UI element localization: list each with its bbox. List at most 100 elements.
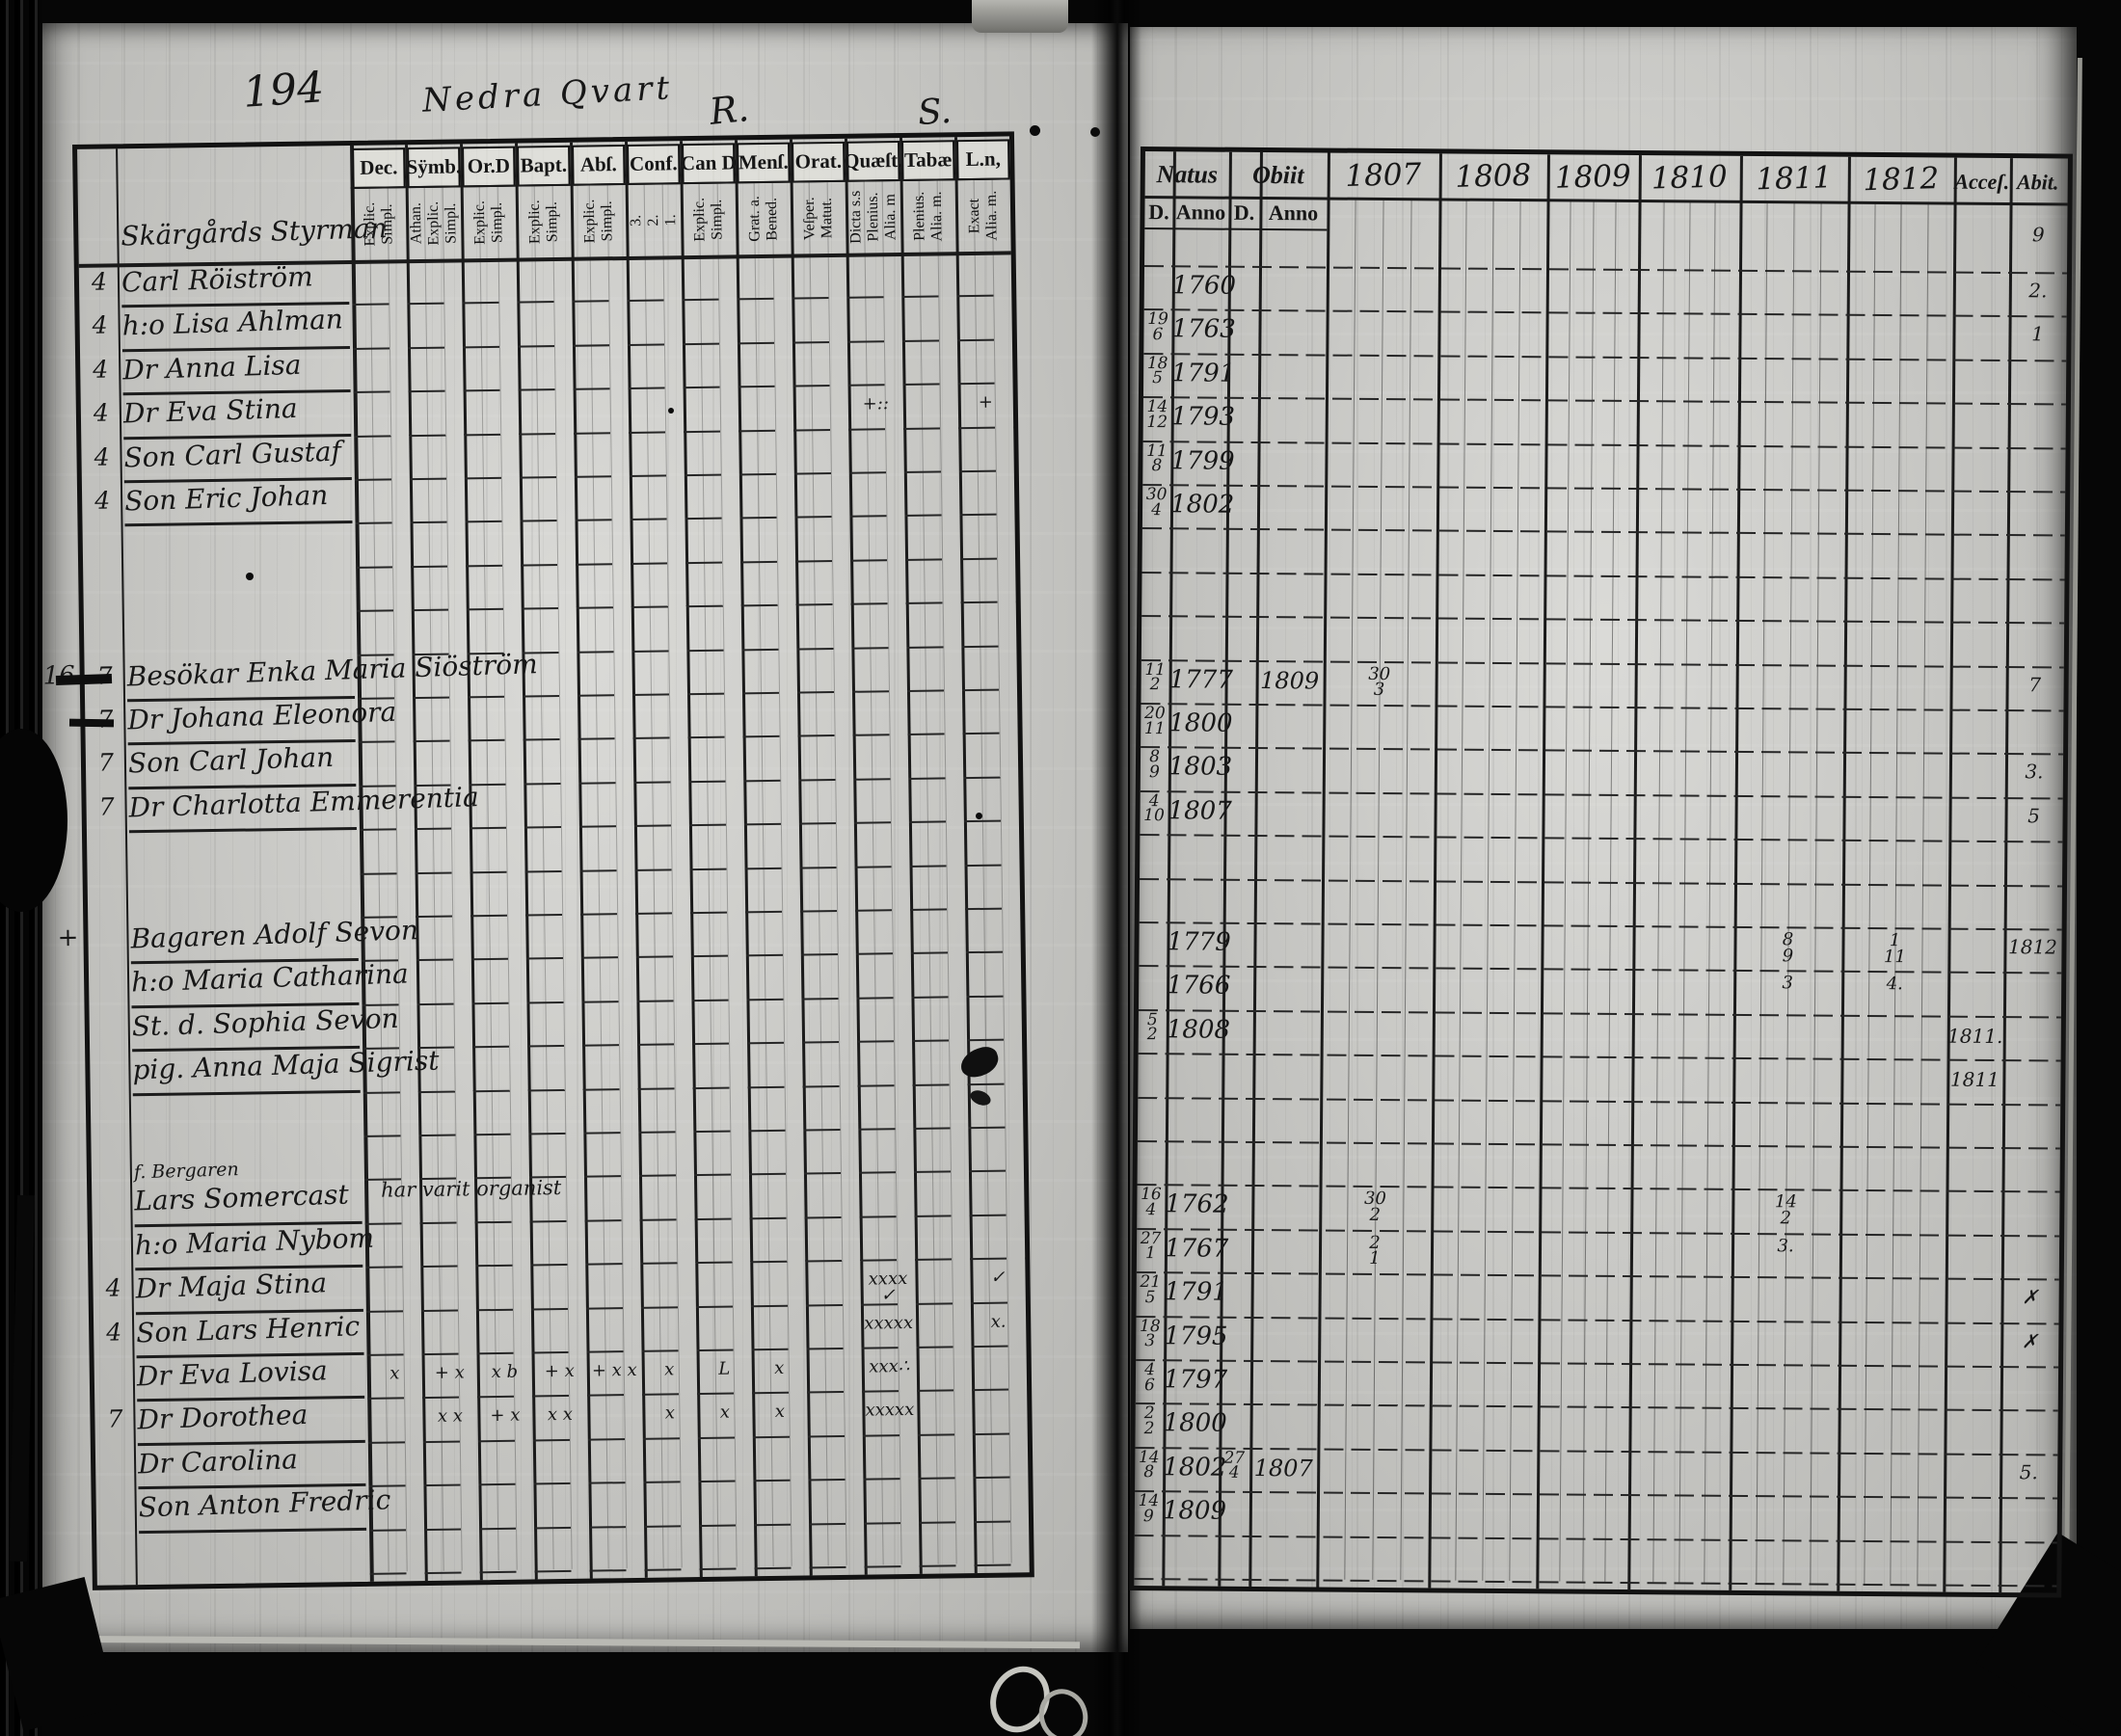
column-subheader: Grat. a. Bened. — [736, 183, 792, 255]
natus-year-cell: 1779 — [1167, 927, 1231, 957]
natus-year-cell: 1795 — [1164, 1321, 1228, 1351]
year-mark-cell: 3 — [1782, 973, 1794, 994]
outer-margin-number: + — [57, 922, 79, 953]
name-entry: Dr Eva Lovisa — [136, 1354, 329, 1393]
row-line — [1141, 571, 2065, 581]
margin-number: 4 — [94, 486, 111, 515]
natus-year-cell: 1802 — [1169, 490, 1235, 520]
grid-subline — [973, 179, 994, 1563]
column-subheader-line: Alia. m — [881, 194, 899, 241]
natus-year-cell: 1791 — [1164, 1277, 1228, 1307]
natus-day-cell: 27 1 — [1140, 1228, 1162, 1264]
column-subheader-line: Plenius. — [910, 192, 927, 242]
name-entry: Dr Dorothea — [136, 1399, 309, 1436]
obiit-year-cell: 1807 — [1253, 1454, 1313, 1482]
year-mark-cell: 4. — [1886, 974, 1903, 995]
name-entry: Son Eric Johan — [123, 478, 329, 518]
natus-year-cell: 1760 — [1171, 271, 1237, 301]
row-line — [1142, 396, 2066, 406]
grid-subline — [808, 182, 829, 1566]
name-entry: Dr Maja Stina — [135, 1267, 328, 1305]
grid-subline — [1863, 202, 1876, 1584]
row-line — [1136, 1315, 2059, 1325]
row-line — [1139, 965, 2062, 975]
abit-cell: 5. — [2019, 1459, 2038, 1484]
ink-speck — [246, 573, 254, 580]
grid-subline — [643, 184, 664, 1568]
row-line — [1142, 440, 2066, 450]
name-entry: Son Anton Fredric — [138, 1483, 391, 1524]
section-letter-r: R. — [707, 86, 751, 134]
natus-day-cell: 20 11 — [1143, 704, 1166, 738]
grid-subline — [1559, 200, 1571, 1582]
grid-vline — [953, 137, 978, 1574]
year-header: 1807 — [1344, 156, 1422, 194]
name-entry: h:o Lisa Ahlman — [121, 303, 344, 342]
natus-year-cell: 1803 — [1168, 752, 1233, 783]
row-line — [1138, 1053, 2061, 1062]
name-entry: Son Carl Johan — [127, 741, 335, 780]
column-subheader-line: Explic. — [525, 200, 543, 245]
row-line — [1140, 789, 2063, 800]
row-line — [1137, 1184, 2060, 1193]
column-subheader-line: Simpl. — [708, 199, 725, 240]
natus-day-cell: 14 9 — [1138, 1491, 1160, 1526]
communion-mark: x — [664, 1402, 676, 1424]
communion-mark: x — [719, 1402, 731, 1424]
year-mark-cell: 3. — [1777, 1236, 1794, 1257]
column-header: Sÿmb. — [406, 147, 461, 189]
communion-mark: + x — [544, 1360, 575, 1382]
communion-mark: x — [774, 1357, 785, 1378]
communion-mark: xxxxx — [865, 1400, 915, 1422]
name-entry: Bagaren Adolf Sevon — [130, 914, 419, 955]
natus-day-cell: 14 8 — [1138, 1447, 1160, 1482]
natus-day-cell: 4 10 — [1143, 790, 1165, 826]
grid-subline — [1783, 202, 1795, 1584]
household-heading: Skärgårds Styrman — [120, 211, 389, 253]
natus-day-cell: 18 3 — [1139, 1316, 1161, 1351]
margin-number: 7 — [97, 748, 115, 778]
column-header: Abſ. — [572, 144, 626, 186]
communion-mark: x — [389, 1363, 400, 1384]
column-subheader: Explic. Simpl. — [571, 185, 627, 257]
name-entry: Besökar Enka Maria Siöström — [126, 647, 539, 693]
communion-mark: + x x — [591, 1359, 637, 1381]
column-subheader: 3. 2. 1. — [626, 184, 682, 256]
natus-day-cell: 2 2 — [1143, 1403, 1155, 1439]
acces-cell: 1811 — [1949, 1067, 2000, 1092]
column-subheader-line: Explic. — [690, 197, 708, 242]
natus-day-cell: 30 4 — [1145, 485, 1168, 520]
name-entry: h:o Maria Catharina — [130, 957, 410, 999]
left-grid-table: Dec. Explic. Simpl. Sÿmb. Athan. Explic. Simpl… — [42, 131, 1034, 1590]
acces-header: Acceſ. — [1954, 169, 2010, 194]
grid-subline — [1652, 201, 1666, 1583]
column-header: Orat. — [792, 141, 846, 183]
grid-vline — [1729, 155, 1743, 1590]
column-subheader: Explic. Simpl. — [516, 186, 572, 258]
grid-subline — [698, 183, 719, 1567]
margin-number: 7 — [107, 1404, 123, 1434]
row-line — [1143, 308, 2067, 318]
column-subheader-line: Matut. — [818, 197, 835, 239]
column-subheader: Explic. Simpl. — [681, 183, 737, 255]
column-header: Dec. — [352, 147, 406, 189]
column-subheader-line: 2. — [644, 214, 661, 227]
year-header: 1809 — [1554, 158, 1632, 196]
margin-strike — [55, 673, 113, 686]
grid-subline — [826, 182, 847, 1565]
column-header: Can D — [681, 143, 737, 185]
name-entry: Dr Carolina — [137, 1443, 299, 1481]
grid-subline — [1400, 200, 1412, 1581]
grid-vline — [1943, 157, 1957, 1592]
grid-subline — [1756, 202, 1768, 1584]
row-line — [1142, 484, 2066, 494]
row-line — [1138, 1008, 2061, 1019]
row-line — [1138, 1096, 2061, 1107]
grid-vline — [1428, 153, 1442, 1589]
grid-subline — [1604, 200, 1618, 1582]
grid-vline — [1536, 154, 1550, 1589]
column-subheader-line: Athan. — [407, 202, 424, 245]
abit-cell: 5 — [2027, 804, 2041, 828]
grid-subline — [1372, 199, 1384, 1580]
abit-cell: 1 — [2031, 322, 2044, 346]
